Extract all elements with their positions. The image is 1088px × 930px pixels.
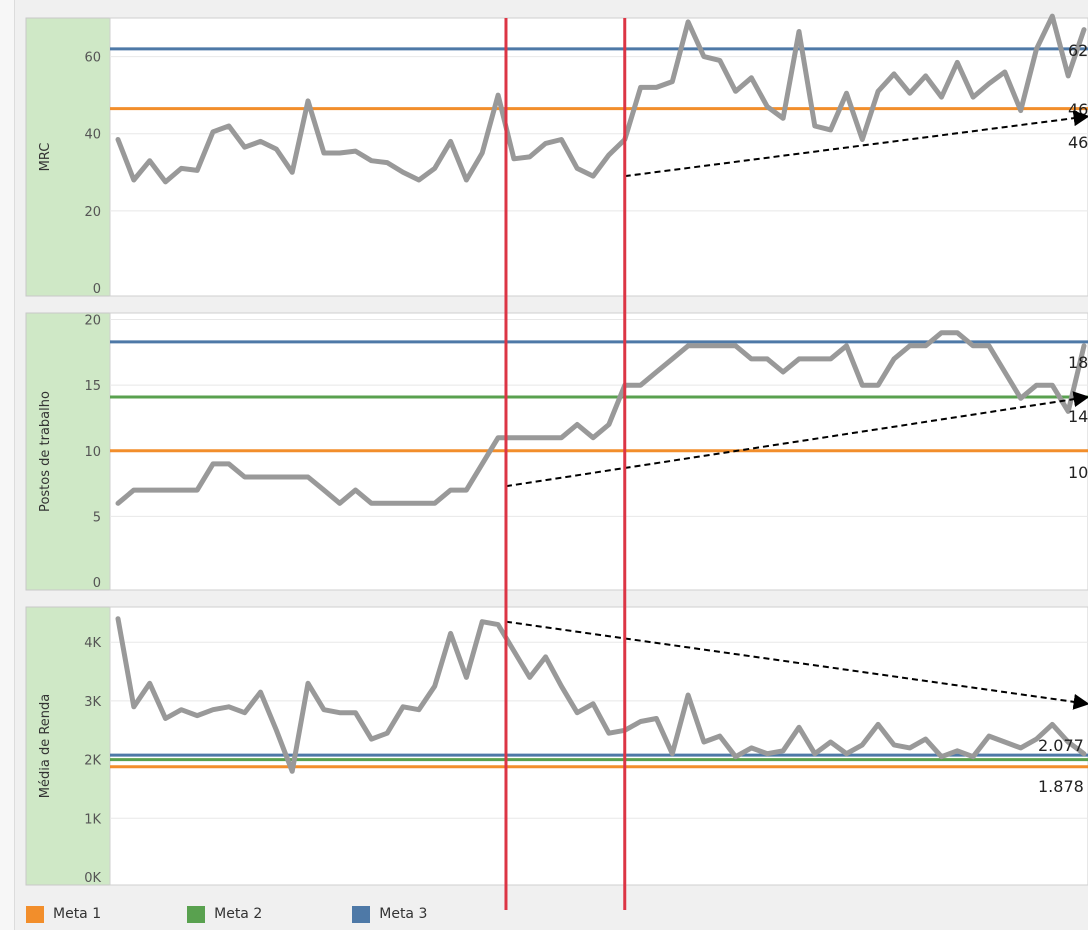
y-tick-label: 60 [84, 51, 101, 66]
end-value-label: 46 [1068, 133, 1088, 152]
y-tick-label: 0K [84, 871, 101, 886]
y-tick-label: 0 [93, 282, 101, 297]
y-tick-label: 15 [84, 379, 101, 394]
y-tick-label: 20 [84, 205, 101, 220]
y-tick-label: 0 [93, 576, 101, 591]
plot-area [109, 606, 1088, 886]
trend-arrow [505, 391, 1088, 488]
axis-title: MRC [38, 143, 53, 172]
panel-3: Média de Renda 0K 1K 2K 3K 4K 2.077 1.878 [25, 606, 1088, 886]
panel-2: Postos de trabalho 0 5 10 15 20 18 14 10 [25, 312, 1088, 591]
y-tick-label: 20 [84, 314, 101, 329]
legend-label-meta1: Meta 1 [53, 906, 102, 922]
end-value-label: 2.077 [1038, 736, 1084, 755]
legend-swatch-meta3 [352, 905, 371, 923]
legend-label-meta3: Meta 3 [379, 906, 428, 922]
trend-arrow [624, 110, 1088, 178]
legend-item-meta3[interactable]: Meta 3 [352, 905, 428, 923]
series-line [115, 616, 1087, 774]
axis-band [25, 17, 111, 297]
legend-item-meta2[interactable]: Meta 2 [187, 905, 263, 923]
end-value-label: 18 [1068, 353, 1088, 372]
y-tick-label: 4K [84, 636, 101, 651]
end-value-label: 62 [1068, 41, 1088, 60]
legend-swatch-meta1 [26, 905, 44, 923]
axis-title: Postos de trabalho [38, 391, 53, 512]
series-line [115, 13, 1087, 185]
left-edge [0, 0, 15, 930]
legend-label-meta2: Meta 2 [214, 906, 263, 922]
y-tick-label: 1K [84, 812, 101, 827]
series-line [115, 330, 1087, 506]
y-tick-label: 3K [84, 695, 101, 710]
end-value-label: 10 [1068, 463, 1088, 482]
end-value-label: 14 [1068, 407, 1088, 426]
y-tick-label: 2K [84, 754, 101, 769]
trend-arrow [505, 620, 1088, 710]
y-tick-label: 10 [84, 445, 101, 460]
end-value-label: 1.878 [1038, 777, 1084, 796]
legend-swatch-meta2 [187, 905, 206, 923]
y-tick-label: 40 [84, 128, 101, 143]
axis-band [25, 312, 111, 591]
legend: Meta 1 Meta 2 Meta 3 [26, 902, 513, 926]
plot-area [109, 17, 1088, 297]
legend-item-meta1[interactable]: Meta 1 [26, 905, 102, 923]
axis-title: Média de Renda [38, 694, 53, 798]
axis-band [25, 606, 111, 886]
y-tick-label: 5 [93, 510, 101, 525]
